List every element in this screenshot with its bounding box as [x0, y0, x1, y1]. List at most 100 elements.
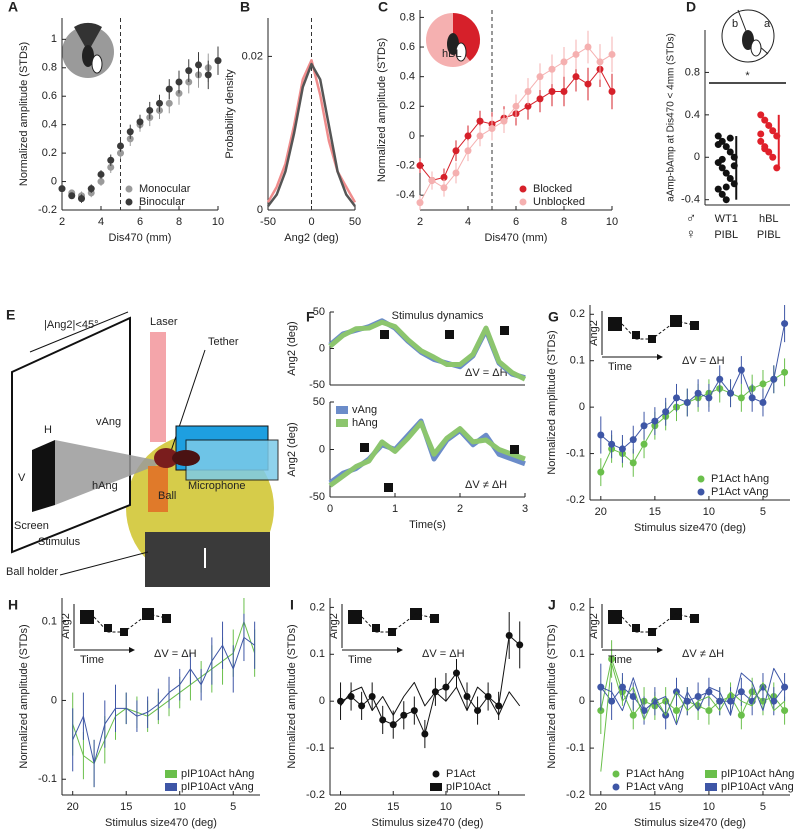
point	[757, 111, 765, 119]
x-tick-label: 20	[595, 801, 607, 813]
x-axis-label: Stimulus size470 (deg)	[634, 817, 746, 829]
x-tick-label: 10	[212, 216, 224, 228]
arrow-head	[657, 354, 663, 360]
arrow-head	[657, 647, 663, 653]
inset-y-label: Ang2	[588, 613, 600, 639]
x-tick-label: 2	[59, 216, 65, 228]
legend-swatch	[336, 419, 348, 427]
point	[584, 43, 592, 51]
point	[596, 58, 604, 66]
panel-label: A	[8, 0, 18, 15]
point	[78, 195, 85, 203]
x-tick-label: 0	[308, 216, 314, 228]
fly-icon: b a	[721, 9, 775, 63]
series-line	[328, 420, 526, 488]
point	[683, 399, 691, 406]
point	[765, 121, 773, 129]
panel-label: F	[306, 309, 315, 325]
stimulus-square	[104, 624, 112, 632]
stimulus-icon	[500, 326, 509, 335]
stimulus-square	[372, 624, 380, 632]
legend-label: pIP10Act	[446, 781, 491, 793]
point	[608, 697, 616, 705]
point	[572, 73, 580, 81]
y-tick-label: 0.6	[400, 41, 415, 53]
x-axis-label: Time(s)	[409, 519, 446, 531]
point	[722, 196, 730, 204]
stimulus-icon	[510, 445, 519, 454]
y-tick-label: 0.2	[400, 100, 415, 112]
point	[97, 178, 105, 186]
category-label: WT1	[715, 213, 738, 225]
point	[651, 417, 659, 425]
x-tick-label: 10	[440, 801, 452, 813]
point	[368, 693, 376, 700]
x-tick-label: 3	[522, 503, 528, 515]
point	[548, 87, 556, 95]
icon-label: b	[732, 18, 738, 30]
stimulus-trace	[361, 613, 435, 633]
point	[722, 143, 730, 151]
y-tick-label: 0.4	[400, 71, 415, 83]
h-label: H	[44, 424, 52, 436]
x-tick-label: 15	[387, 801, 399, 813]
fly-icon	[62, 22, 114, 78]
point	[727, 697, 735, 705]
point	[117, 142, 124, 150]
x-tick-label: 6	[513, 216, 519, 228]
legend-swatch	[705, 770, 717, 778]
screen-label: Screen	[14, 520, 49, 532]
panel-label: J	[548, 597, 556, 613]
y-tick-label: -50	[309, 491, 325, 503]
x-tick-label: 5	[760, 506, 766, 518]
point	[718, 164, 726, 172]
series-line	[600, 371, 785, 473]
point	[400, 711, 408, 719]
point	[718, 190, 726, 198]
legend-marker	[612, 783, 620, 791]
y-axis-label: Normalized amplitude (STDs)	[546, 624, 558, 768]
y-tick-label: 0.2	[42, 147, 57, 159]
x-tick-label: 15	[649, 801, 661, 813]
point	[722, 169, 730, 177]
stimulus-square	[162, 614, 171, 623]
x-axis-label: Ang2 (deg)	[284, 232, 338, 244]
y-tick-label: 0	[319, 695, 325, 707]
point	[584, 80, 592, 88]
inset: Ang2 Time ΔV = ΔH	[328, 604, 465, 666]
y-tick-label: 0.2	[570, 308, 585, 320]
point	[618, 445, 626, 453]
series-line	[328, 319, 527, 382]
point	[640, 422, 648, 430]
y-tick-label: -0.4	[396, 189, 415, 201]
series-line	[267, 62, 356, 207]
category-label: PIBL	[757, 229, 781, 241]
legend-swatch	[336, 406, 348, 414]
y-tick-label: -50	[309, 379, 325, 391]
point	[597, 468, 605, 476]
point	[560, 58, 568, 66]
series-line	[72, 636, 255, 764]
y-tick-label: -0.2	[306, 789, 325, 801]
point	[107, 156, 115, 164]
legend-label: pIP10Act vAng	[721, 781, 794, 793]
point	[474, 707, 482, 715]
inset-y-label: Ang2	[588, 320, 600, 346]
x-tick-label: 4	[98, 216, 104, 228]
point	[737, 366, 745, 374]
legend-marker	[697, 488, 705, 496]
x-tick-label: 0	[327, 503, 333, 515]
x-tick-label: 2	[457, 503, 463, 515]
x-axis-label: Dis470 (mm)	[485, 232, 548, 244]
series-line	[600, 658, 785, 716]
x-tick-label: 10	[703, 801, 715, 813]
y-axis-label: Ang2 (deg)	[286, 422, 298, 476]
y-tick-label: 0	[319, 342, 325, 354]
tether-label: Tether	[208, 336, 239, 348]
point	[500, 117, 508, 125]
x-axis-label: Dis470 (mm)	[109, 232, 172, 244]
point	[214, 57, 222, 65]
x-tick-label: 50	[349, 216, 361, 228]
stimulus-square	[348, 610, 362, 624]
point	[730, 180, 738, 188]
